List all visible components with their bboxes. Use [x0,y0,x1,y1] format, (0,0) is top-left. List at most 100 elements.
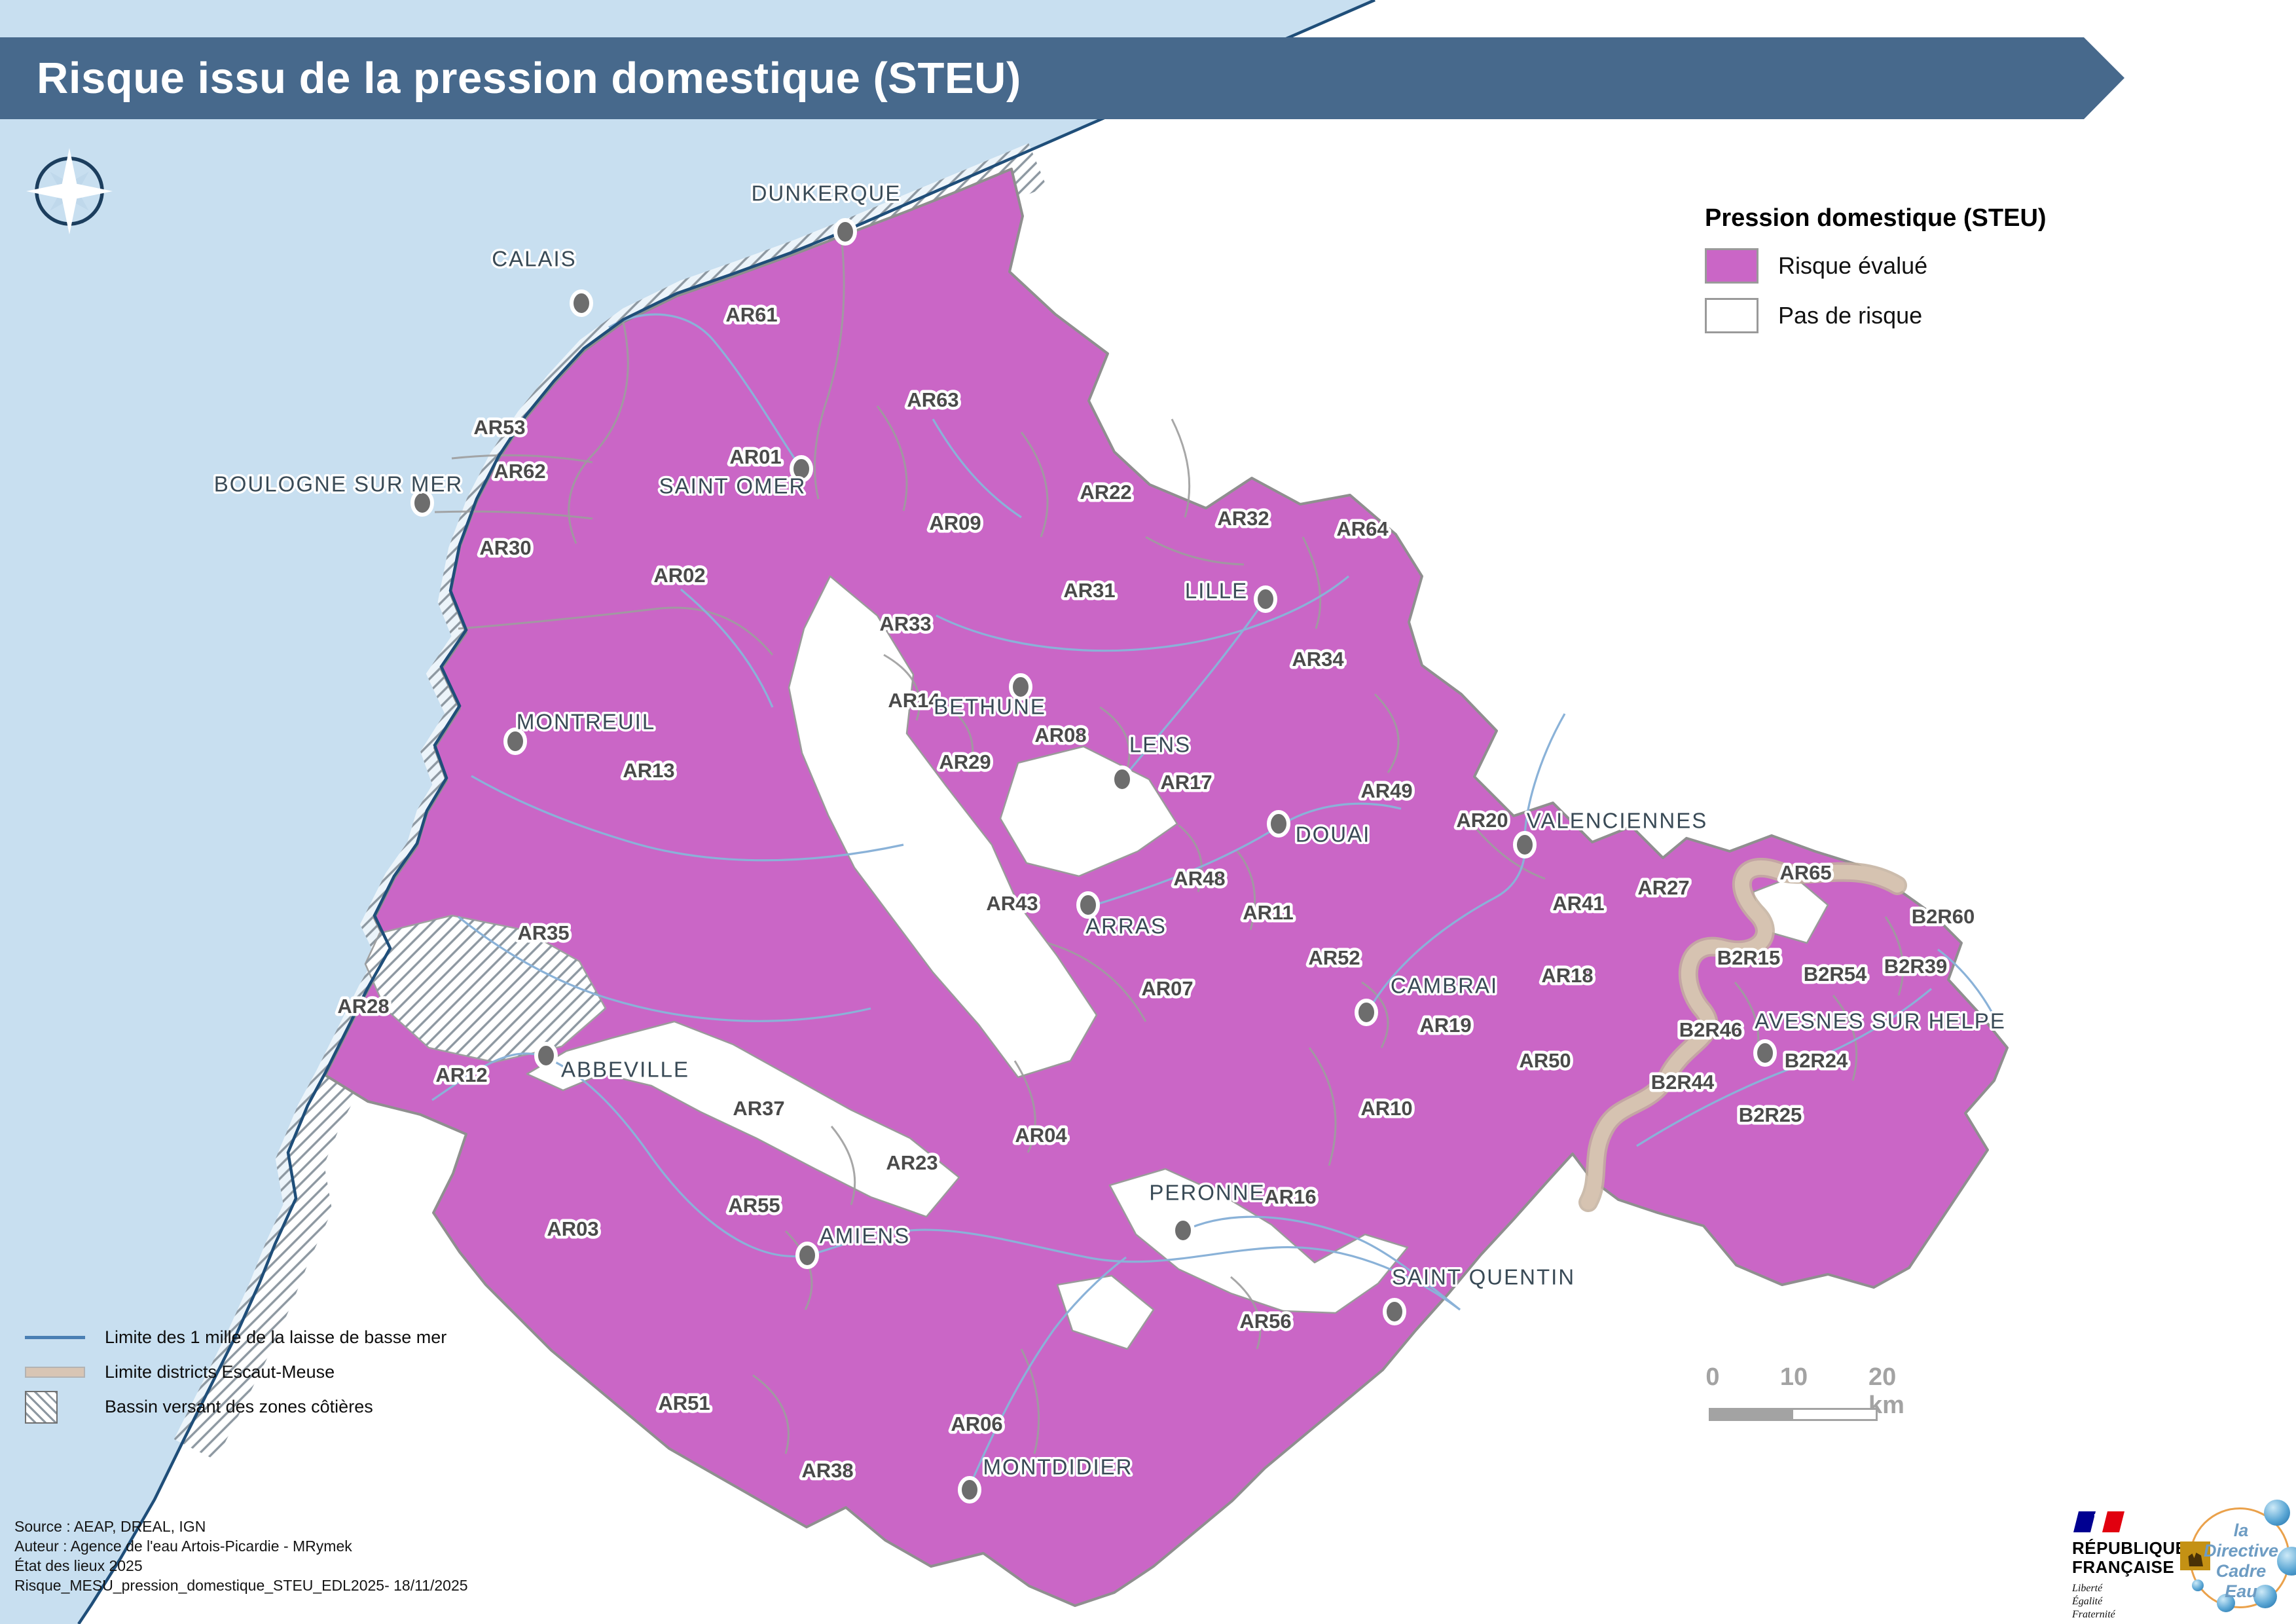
zone-label-ar20: AR20 [1456,809,1508,832]
city-label-avesnes-sur-helpe: AVESNES SUR HELPE [1755,1009,2006,1033]
zone-label-ar09: AR09 [929,511,981,534]
city-label-lens: LENS [1129,733,1191,757]
city-label-peronne: PERONNE [1149,1181,1265,1205]
zone-label-ar28: AR28 [337,995,389,1018]
city-dot-cambrai [1355,999,1378,1026]
city-label-saint-quentin: SAINT QUENTIN [1392,1265,1575,1289]
zone-label-ar30: AR30 [479,536,531,559]
city-label-dunkerque: DUNKERQUE [752,181,902,206]
zone-label-ar02: AR02 [653,564,705,587]
zone-label-ar08: AR08 [1034,724,1086,747]
scale-tick: 10 [1779,1363,1808,1391]
zone-label-ar61: AR61 [725,303,777,326]
legend-item-label: Pas de risque [1778,302,1923,329]
source-line: Auteur : Agence de l'eau Artois-Picardie… [14,1538,352,1555]
city-dot-calais [570,289,593,317]
zone-label-b2r25: B2R25 [1739,1103,1802,1126]
zone-label-ar06: AR06 [951,1412,1002,1435]
zone-label-ar27: AR27 [1637,876,1689,899]
zone-label-b2r15: B2R15 [1717,946,1781,969]
sea [0,0,1375,1624]
mille-line-swatch [25,1336,85,1339]
city-labels: DUNKERQUE CALAIS BOULOGNE SUR MER SAINT OME… [211,179,2007,1481]
zone-label-ar19: AR19 [1419,1014,1471,1037]
city-dot-bethune [1009,673,1032,701]
city-dot-arras [1076,891,1100,919]
legend-title: Pression domestique (STEU) [1705,204,2047,232]
motto-line: Liberté [2072,1583,2103,1594]
city-label-arras: ARRAS [1085,914,1167,938]
zone-label-b2r46: B2R46 [1679,1018,1743,1041]
zone-label-ar16: AR16 [1264,1185,1316,1208]
city-label-valenciennes: VALENCIENNES [1527,809,1707,833]
legend-item-label: Risque évalué [1778,252,1928,279]
zone-labels: AR61 AR63 AR53 AR62 AR01 AR22 AR32 AR64 AR09 AR30… [335,301,1978,1485]
source-line: Risque_MESU_pression_domestique_STEU_EDL… [14,1577,468,1594]
city-dot-saint-omer [790,455,813,483]
zone-label-b2r60: B2R60 [1912,905,1975,928]
legend-item-norisk: Pas de risque [1705,298,2242,333]
zone-label-ar48: AR48 [1173,867,1225,890]
zone-label-b2r39: B2R39 [1884,955,1948,978]
zone-label-ar41: AR41 [1552,892,1604,915]
zone-label-ar11: AR11 [1243,901,1294,924]
city-label-abbeville: ABBEVILLE [561,1058,689,1082]
zone-label-ar10: AR10 [1360,1097,1412,1120]
legend-item-risk: Risque évalué [1705,248,2242,284]
legend-row-bassin: Bassin versant des zones côtières [25,1390,446,1424]
scale-bar-track [1709,1408,1878,1421]
zone-label-ar04: AR04 [1015,1124,1067,1147]
zone-label-ar01: AR01 [729,445,781,468]
city-dot-montreuil [503,728,527,755]
city-dot-peronne [1171,1217,1195,1244]
dce-text: la Directive Cadre Eau [2198,1521,2284,1602]
legend-row-label: Limite des 1 mille de la laisse de basse… [105,1327,447,1347]
zone-label-ar63: AR63 [907,388,958,411]
rf-motto: Liberté Égalité Fraternité [2072,1582,2183,1621]
zone-label-ar12: AR12 [435,1063,487,1086]
escaut-meuse-limit [1578,857,1907,1212]
scale-tick: 0 [1705,1363,1720,1391]
scale-tick: 20 km [1868,1363,1904,1419]
map-legend: Pression domestique (STEU) Risque évalué… [1705,204,2242,348]
escaut-band-swatch [25,1367,85,1378]
zone-label-ar35: AR35 [517,921,569,944]
zone-label-ar53: AR53 [473,416,525,439]
city-label-bethune: BETHUNE [934,695,1046,719]
motto-line: Fraternité [2072,1609,2115,1620]
zone-label-ar49: AR49 [1360,779,1412,802]
city-dots [410,218,1777,1504]
city-dot-montdidier [958,1476,981,1504]
zone-label-ar56: AR56 [1239,1310,1291,1333]
city-label-douai: DOUAI [1296,822,1371,847]
zone-label-ar22: AR22 [1080,481,1131,504]
risk-swatch [1705,248,1758,284]
zone-label-ar32: AR32 [1217,507,1269,530]
republique-francaise-logo: RÉPUBLIQUE FRANÇAISE Liberté Égalité Fra… [2072,1510,2187,1621]
rf-line2: FRANÇAISE [2072,1557,2175,1577]
city-dot-douai [1267,810,1290,838]
city-label-saint-omer: SAINT OMER [659,474,807,498]
source-line: État des lieux 2025 [14,1557,143,1574]
city-dot-boulogne-sur-mer [410,489,434,517]
zone-label-ar65: AR65 [1779,861,1831,884]
legend-row-mille: Limite des 1 mille de la laisse de basse… [25,1320,446,1355]
city-dot-abbeville [534,1042,558,1069]
zone-label-ar07: AR07 [1141,977,1193,1000]
zone-label-b2r44: B2R44 [1651,1071,1715,1094]
zone-label-ar34: AR34 [1292,648,1344,671]
dce-line: Cadre [2215,1561,2267,1581]
city-label-calais: CALAIS [492,247,576,271]
compass-rose-icon [26,148,113,234]
rf-line1: RÉPUBLIQUE [2072,1538,2187,1558]
zone-label-ar38: AR38 [801,1459,853,1482]
hatch-swatch [25,1390,58,1424]
dce-line: Eau [2225,1581,2257,1601]
zone-label-ar55: AR55 [728,1194,780,1217]
zone-label-ar43: AR43 [986,892,1038,915]
city-label-cambrai: CAMBRAI [1391,974,1498,998]
zone-label-ar51: AR51 [658,1392,710,1414]
city-dot-lens [1110,766,1134,793]
water-sphere-icon [2253,1585,2277,1608]
